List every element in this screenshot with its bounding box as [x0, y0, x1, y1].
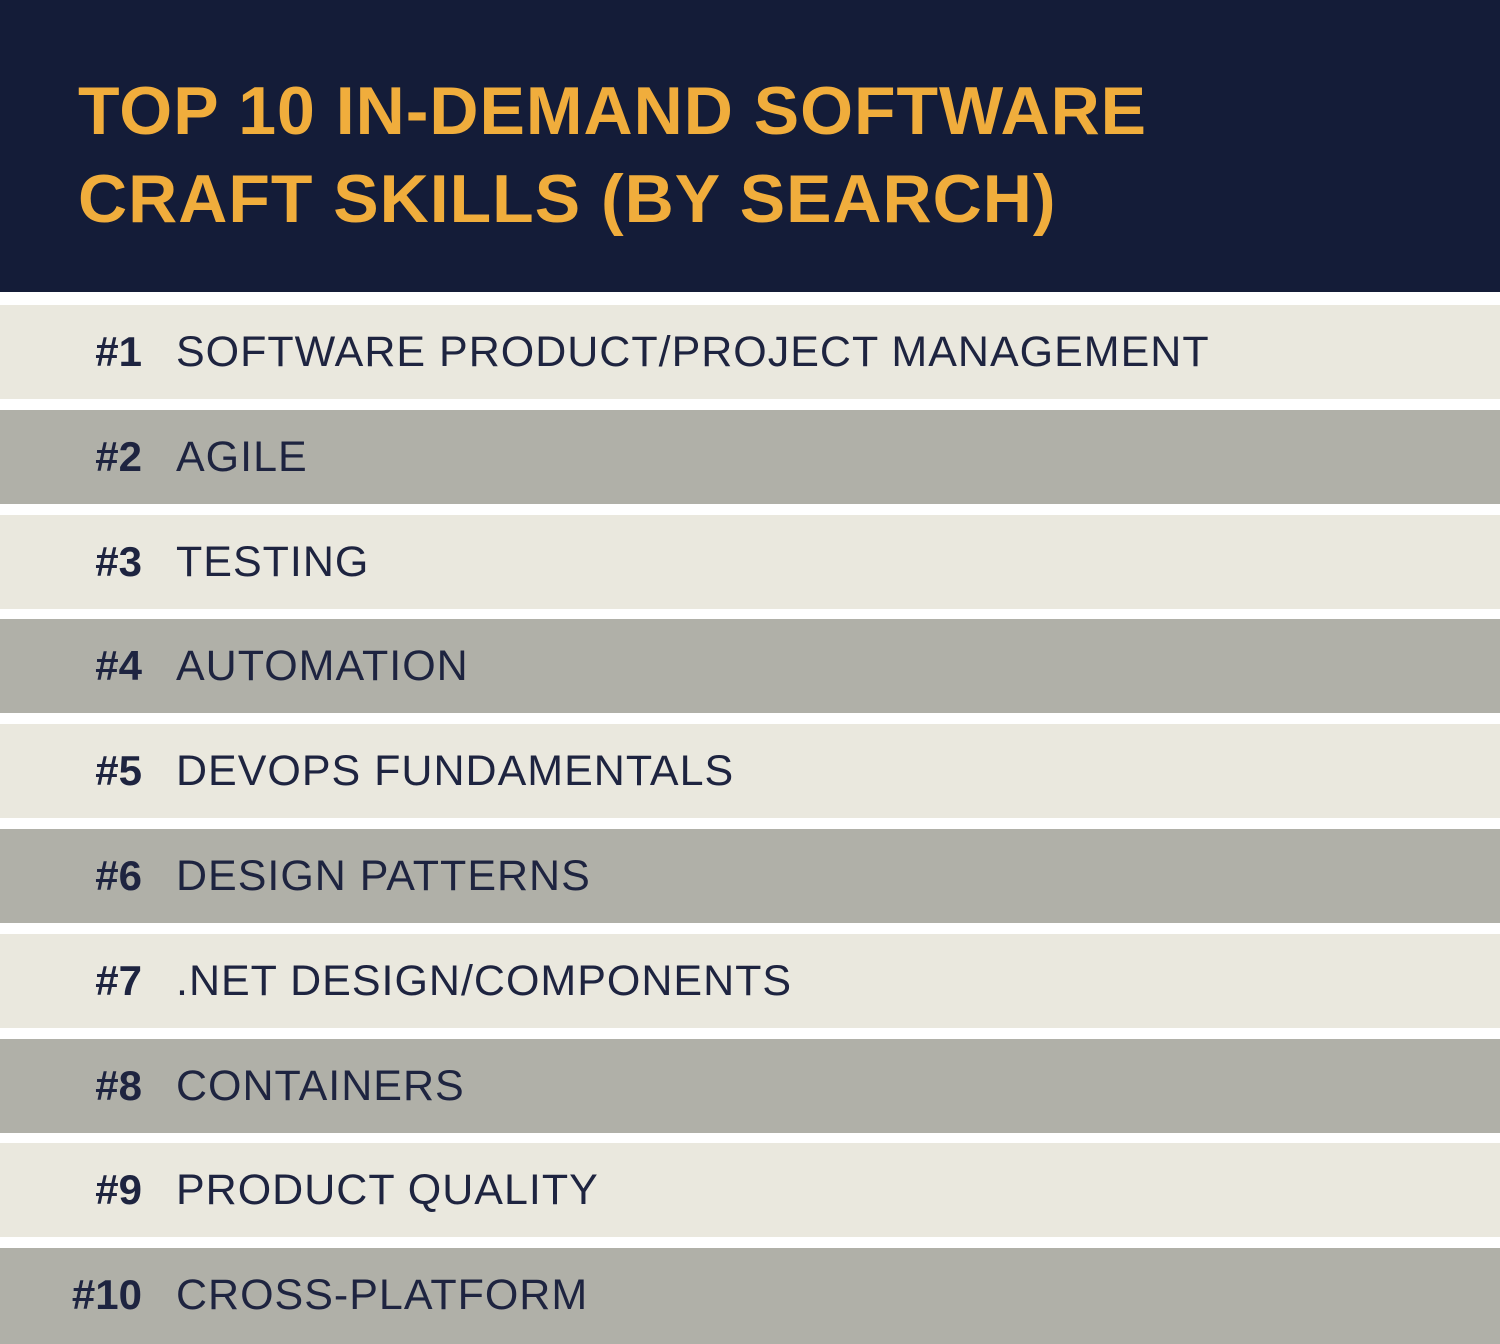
list-row: #8 CONTAINERS [0, 1038, 1500, 1133]
rank: #3 [95, 537, 142, 585]
list-row: #10 CROSS-PLATFORM [0, 1248, 1500, 1344]
list-row: #6 DESIGN PATTERNS [0, 829, 1500, 923]
header: TOP 10 IN-DEMAND SOFTWARE CRAFT SKILLS (… [0, 0, 1500, 292]
rank: #5 [95, 747, 142, 795]
skill: CONTAINERS [176, 1061, 465, 1110]
skill: TESTING [176, 537, 370, 586]
list-row: #2 AGILE [0, 409, 1500, 504]
skill: .NET DESIGN/COMPONENTS [176, 956, 793, 1005]
rank: #1 [95, 328, 142, 375]
skill: PRODUCT QUALITY [176, 1166, 599, 1215]
list-row: #5 DEVOPS FUNDAMENTALS [0, 724, 1500, 819]
skill: DEVOPS FUNDAMENTALS [176, 747, 735, 796]
skill: CROSS-PLATFORM [176, 1271, 589, 1320]
rank: #9 [95, 1166, 142, 1214]
rank: #4 [95, 642, 142, 690]
skill: DESIGN PATTERNS [176, 852, 591, 900]
skill: SOFTWARE PRODUCT/PROJECT MANAGEMENT [176, 328, 1210, 376]
list-row: #7 .NET DESIGN/COMPONENTS [0, 933, 1500, 1028]
rank: #10 [71, 1271, 142, 1319]
list-row: #3 TESTING [0, 514, 1500, 609]
skill: AUTOMATION [176, 642, 469, 691]
title-line: TOP 10 IN-DEMAND SOFTWARE [78, 73, 1148, 149]
rank: #7 [95, 956, 142, 1004]
rank: #6 [95, 852, 142, 899]
rank: #2 [95, 432, 142, 480]
skill: AGILE [176, 432, 308, 481]
list-row: #1 SOFTWARE PRODUCT/PROJECT MANAGEMENT [0, 305, 1500, 399]
list-row: #4 AUTOMATION [0, 619, 1500, 714]
title-line: CRAFT SKILLS (BY SEARCH) [78, 161, 1057, 237]
list-row: #9 PRODUCT QUALITY [0, 1143, 1500, 1238]
rank: #8 [95, 1061, 142, 1109]
